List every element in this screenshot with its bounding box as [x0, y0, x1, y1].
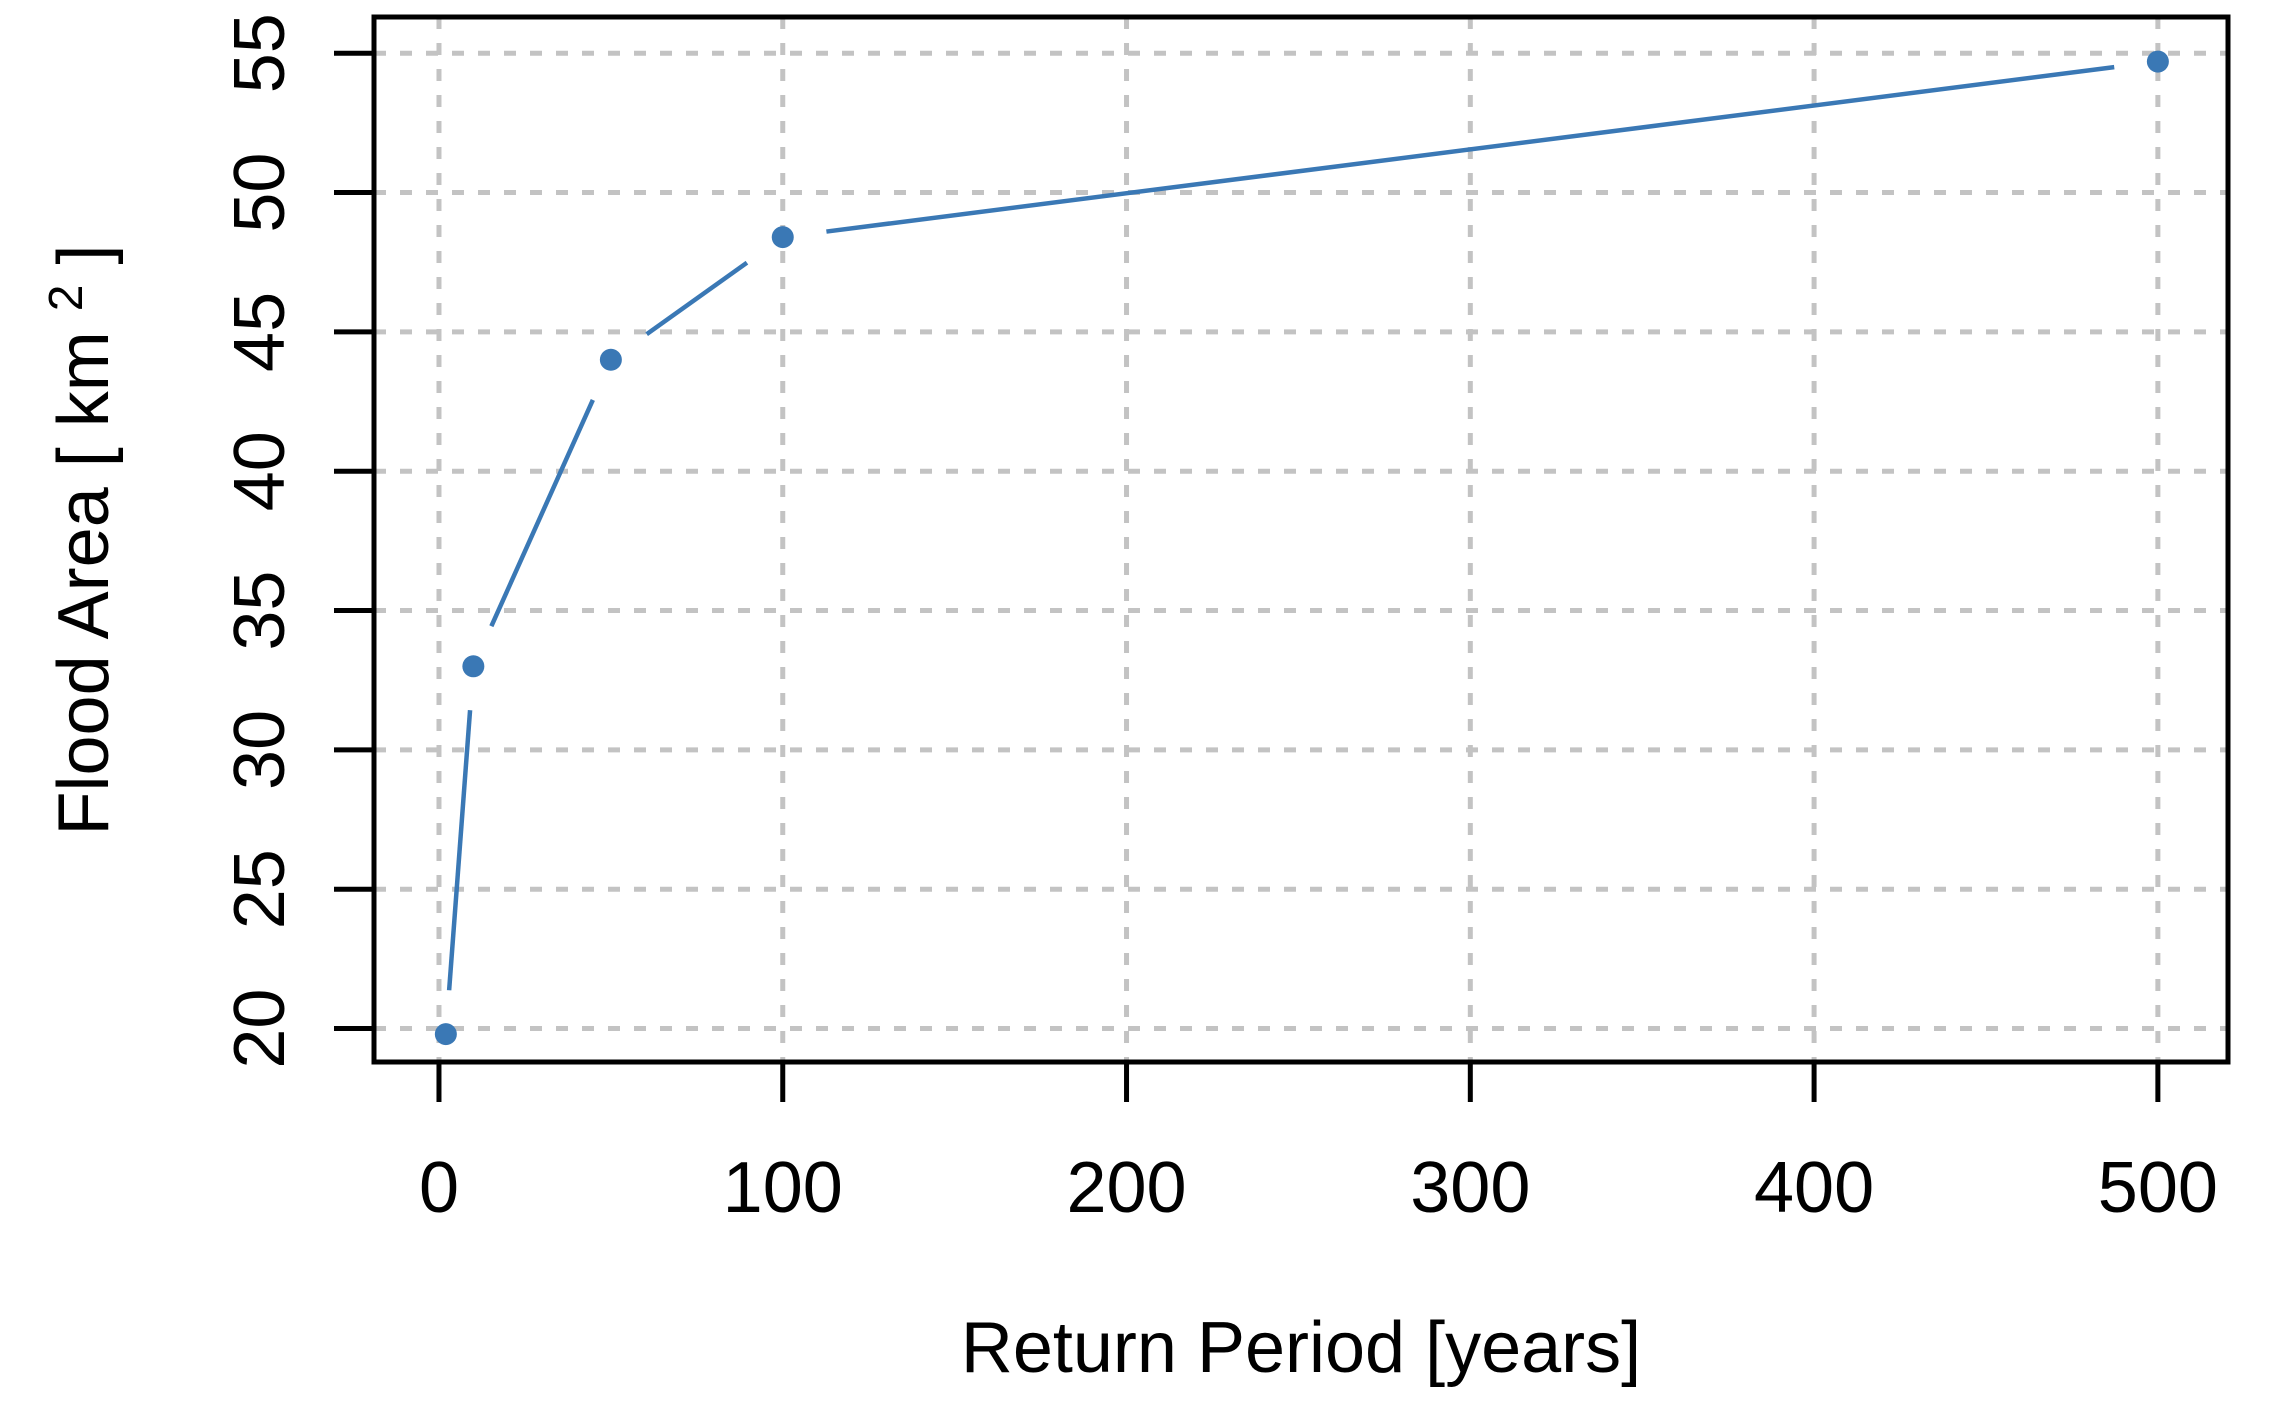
y-axis-tick-labels: 20 25 30 35 40 45 50 55 — [220, 13, 300, 1068]
y-axis-ticks — [334, 50, 374, 1032]
y-axis-tick-label: 25 — [220, 849, 300, 929]
y-axis-title-prefix: Flood Area [ km — [44, 331, 124, 835]
y-axis-tick-label: 55 — [220, 13, 300, 93]
y-axis-title-suffix: ] — [44, 245, 124, 265]
x-axis-ticks — [436, 1062, 2161, 1102]
x-axis-tick-label: 500 — [2098, 1148, 2218, 1228]
grid-layer — [374, 17, 2228, 1062]
x-axis-tick-label: 400 — [1754, 1148, 1874, 1228]
x-axis-tick-labels: 0 100 200 300 400 500 — [419, 1148, 2218, 1228]
data-point — [2146, 50, 2169, 73]
y-axis-title-superscript: 2 — [40, 285, 93, 312]
y-axis-tick-label: 20 — [220, 989, 300, 1069]
x-axis-tick-label: 300 — [1410, 1148, 1530, 1228]
y-axis-tick-label: 35 — [220, 571, 300, 651]
y-axis-tick-label: 45 — [220, 292, 300, 372]
plot-box — [371, 14, 2231, 1065]
data-point — [771, 226, 794, 249]
series-line-segment — [826, 64, 2115, 234]
data-point — [434, 1023, 457, 1046]
series-line-segment — [489, 398, 595, 628]
series-line-layer — [446, 64, 2115, 991]
y-axis-tick-label: 50 — [220, 153, 300, 233]
y-axis-title: Flood Area [ km 2 ] — [18, 245, 124, 836]
x-axis-tick-label: 0 — [419, 1148, 459, 1228]
series-line-segment — [645, 260, 749, 337]
series-points-layer — [434, 50, 2169, 1046]
x-axis-tick-label: 200 — [1066, 1148, 1186, 1228]
x-axis-title: Return Period [years] — [961, 1308, 1641, 1388]
series-line-segment — [446, 710, 473, 991]
y-axis-tick-label: 30 — [220, 710, 300, 790]
data-point — [462, 655, 485, 678]
y-axis-tick-label: 40 — [220, 431, 300, 511]
x-axis-tick-label: 100 — [723, 1148, 843, 1228]
data-point — [599, 348, 622, 371]
